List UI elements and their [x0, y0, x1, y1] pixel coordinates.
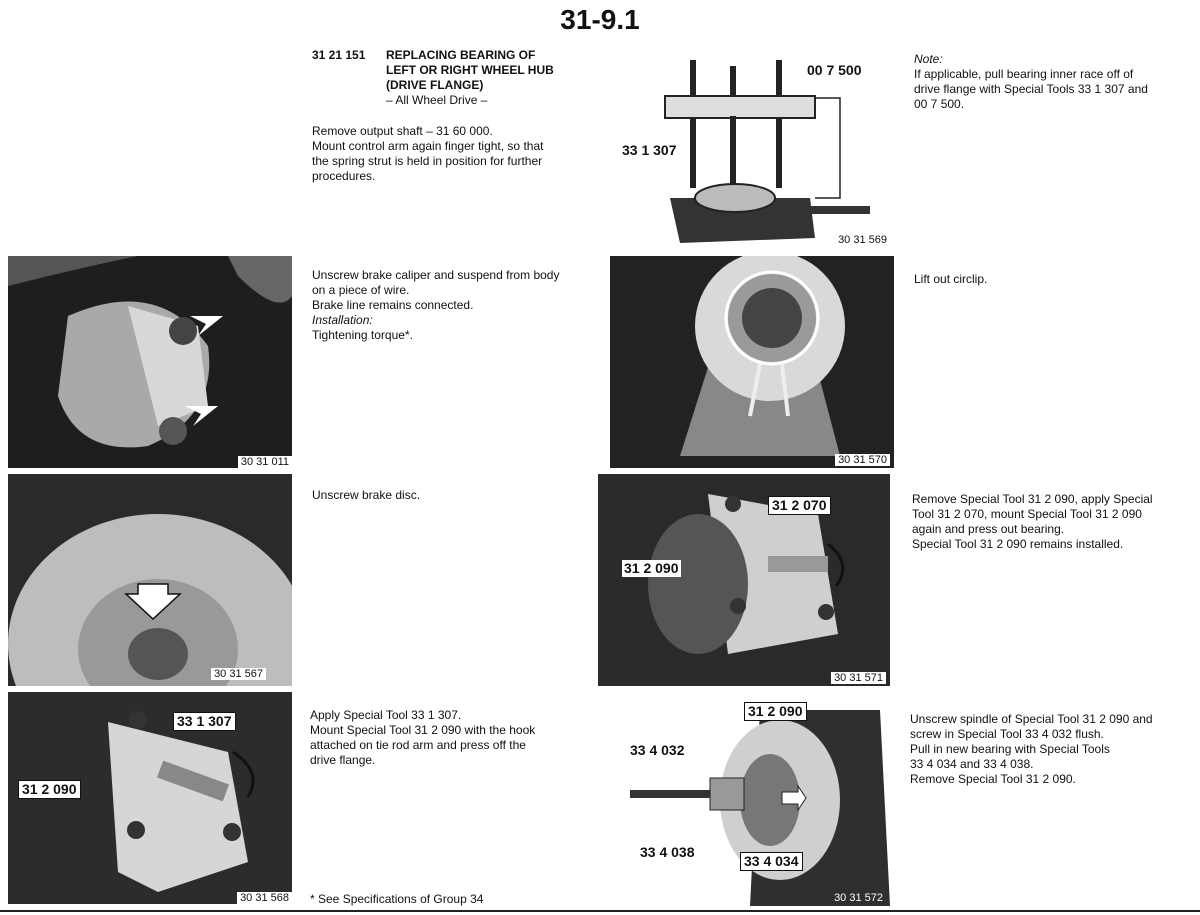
page-number: 31-9.1	[560, 4, 640, 35]
drive-flange-photo: 33 1 307 31 2 090 30 31 568	[8, 692, 292, 904]
figure-number: 30 31 571	[831, 672, 886, 684]
figure-number: 30 31 568	[237, 892, 292, 904]
text-line: the spring strut is held in position for…	[312, 154, 543, 168]
text-line: Remove output shaft – 31 60 000.	[312, 124, 493, 138]
text-line: Unscrew brake caliper and suspend from b…	[312, 268, 560, 282]
brake-disc-photo: 30 31 567	[8, 474, 292, 686]
flange-text: Apply Special Tool 33 1 307. Mount Speci…	[310, 708, 535, 768]
text-line: 33 4 034 and 33 4 038.	[910, 757, 1034, 771]
text-line: If applicable, pull bearing inner race o…	[914, 67, 1134, 81]
text-line: drive flange.	[310, 753, 376, 767]
text-line: Pull in new bearing with Special Tools	[910, 742, 1110, 756]
circlip-text: Lift out circlip.	[914, 272, 987, 287]
intro-text: Remove output shaft – 31 60 000. Mount c…	[312, 124, 543, 184]
note-text: Note: If applicable, pull bearing inner …	[914, 52, 1148, 112]
pull-in-text: Unscrew spindle of Special Tool 31 2 090…	[910, 712, 1153, 787]
tool-label: 33 1 307	[173, 712, 236, 731]
figure-number: 30 31 569	[835, 234, 890, 246]
text-line: Mount Special Tool 31 2 090 with the hoo…	[310, 723, 536, 737]
text-line: 00 7 500.	[914, 97, 965, 111]
installation-label: Installation:	[312, 313, 373, 327]
tool-label: 31 2 090	[744, 702, 807, 721]
tool-label: 31 2 090	[18, 780, 81, 799]
text-line: Lift out circlip.	[914, 272, 988, 286]
text-line: Apply Special Tool 33 1 307.	[310, 708, 462, 722]
section-code: 31 21 151	[312, 48, 366, 62]
circlip-photo: 30 31 570	[610, 256, 894, 468]
figure-number: 30 31 570	[835, 454, 890, 466]
brake-caliper-photo: 30 31 011	[8, 256, 292, 468]
torque-text: Tightening torque*.	[312, 328, 413, 342]
text-line: Brake line remains connected.	[312, 298, 474, 312]
bottom-rule	[0, 910, 1200, 912]
figure-number: 30 31 011	[237, 456, 292, 468]
text-line: Special Tool 31 2 090 remains installed.	[912, 537, 1124, 551]
title-line: REPLACING BEARING OF	[386, 48, 536, 62]
tool-label: 33 4 038	[640, 844, 695, 860]
note-label: Note:	[914, 52, 943, 66]
tool-label: 33 4 034	[740, 852, 803, 871]
text-line: Remove Special Tool 31 2 090, apply Spec…	[912, 492, 1153, 506]
text-line: Unscrew spindle of Special Tool 31 2 090…	[910, 712, 1153, 726]
bearing-puller-illustration: 00 7 500 33 1 307 30 31 569	[610, 48, 898, 250]
title-line: (DRIVE FLANGE)	[386, 78, 484, 92]
text-line: again and press out bearing.	[912, 522, 1065, 536]
pull-in-bearing-photo: 31 2 090 33 4 032 33 4 038 33 4 034 30 3…	[610, 700, 890, 906]
section-subtitle: – All Wheel Drive –	[386, 93, 488, 107]
figure-number: 30 31 572	[834, 892, 883, 904]
section-title: REPLACING BEARING OF LEFT OR RIGHT WHEEL…	[386, 48, 554, 108]
text-line: Mount control arm again finger tight, so…	[312, 139, 544, 153]
text-line: screw in Special Tool 33 4 032 flush.	[910, 727, 1104, 741]
caliper-text: Unscrew brake caliper and suspend from b…	[312, 268, 559, 343]
tool-label: 00 7 500	[807, 62, 862, 78]
text-line: Remove Special Tool 31 2 090.	[910, 772, 1076, 786]
figure-number: 30 31 567	[211, 668, 266, 680]
tool-label: 31 2 090	[622, 560, 681, 577]
tool-label: 33 1 307	[622, 142, 677, 158]
text-line: drive flange with Special Tools 33 1 307…	[914, 82, 1148, 96]
disc-text: Unscrew brake disc.	[312, 488, 420, 503]
press-out-bearing-photo: 31 2 070 31 2 090 30 31 571	[598, 474, 890, 686]
text-line: Unscrew brake disc.	[312, 488, 421, 502]
text-line: Tool 31 2 070, mount Special Tool 31 2 0…	[912, 507, 1142, 521]
press-out-text: Remove Special Tool 31 2 090, apply Spec…	[912, 492, 1153, 552]
tool-label: 31 2 070	[768, 496, 831, 515]
title-line: LEFT OR RIGHT WHEEL HUB	[386, 63, 554, 77]
footnote: * See Specifications of Group 34	[310, 892, 484, 906]
tool-label: 33 4 032	[630, 742, 685, 758]
text-line: procedures.	[312, 169, 376, 183]
text-line: on a piece of wire.	[312, 283, 410, 297]
text-line: attached on tie rod arm and press off th…	[310, 738, 526, 752]
